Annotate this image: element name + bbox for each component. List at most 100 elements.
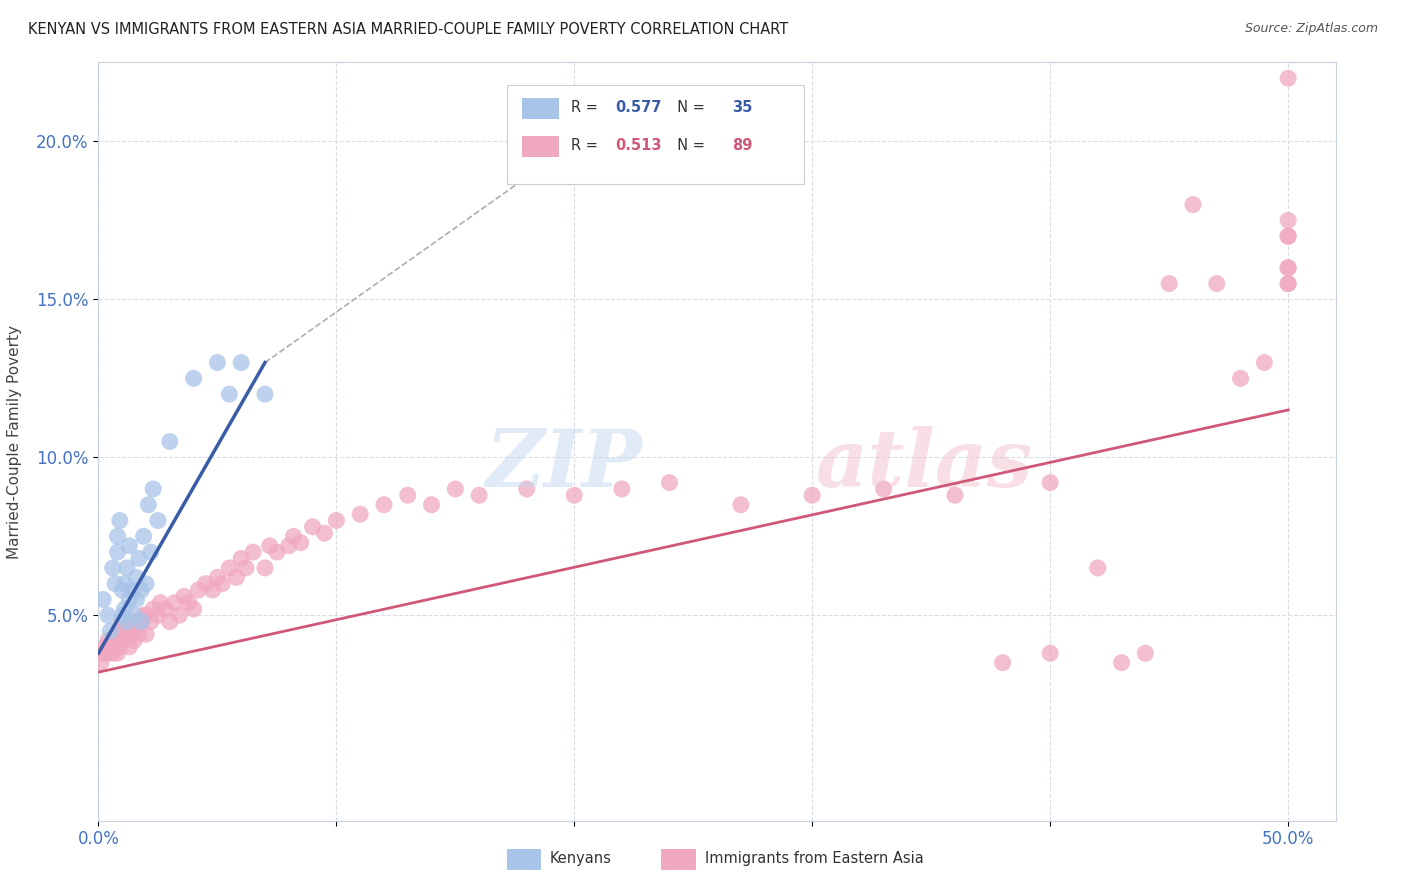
Point	[1111, 656, 1133, 670]
Point	[283, 529, 305, 543]
Text: 0.577: 0.577	[616, 101, 662, 115]
Point	[128, 627, 150, 641]
Point	[135, 627, 157, 641]
Point	[325, 514, 347, 528]
Point	[107, 627, 129, 641]
Point	[169, 608, 191, 623]
Point	[177, 596, 200, 610]
Point	[111, 582, 134, 597]
Point	[225, 570, 247, 584]
Point	[173, 590, 195, 604]
Point	[135, 576, 157, 591]
Point	[943, 488, 966, 502]
Point	[301, 520, 323, 534]
Point	[468, 488, 491, 502]
Point	[114, 627, 136, 641]
Point	[132, 608, 155, 623]
Text: Source: ZipAtlas.com: Source: ZipAtlas.com	[1244, 22, 1378, 36]
Point	[991, 656, 1014, 670]
Point	[314, 526, 336, 541]
Text: N =: N =	[668, 101, 709, 115]
Point	[658, 475, 681, 490]
FancyBboxPatch shape	[506, 848, 541, 870]
Point	[101, 646, 124, 660]
Point	[111, 633, 134, 648]
Point	[125, 621, 148, 635]
Point	[129, 615, 152, 629]
Point	[122, 608, 145, 623]
Point	[187, 582, 209, 597]
Point	[253, 387, 276, 401]
Point	[1253, 355, 1275, 369]
Point	[138, 498, 160, 512]
Point	[107, 646, 129, 660]
Point	[142, 602, 165, 616]
Point	[1277, 260, 1299, 275]
Text: N =: N =	[668, 138, 709, 153]
Point	[242, 545, 264, 559]
Point	[104, 633, 127, 648]
Point	[91, 646, 114, 660]
Point	[122, 633, 145, 648]
Point	[207, 570, 229, 584]
FancyBboxPatch shape	[522, 136, 558, 157]
Point	[231, 551, 253, 566]
Point	[1277, 229, 1299, 244]
Text: 35: 35	[733, 101, 752, 115]
Point	[872, 482, 894, 496]
Point	[194, 576, 217, 591]
Point	[132, 529, 155, 543]
Point	[104, 576, 127, 591]
Point	[253, 561, 276, 575]
Text: Kenyans: Kenyans	[550, 851, 612, 866]
Point	[122, 615, 145, 629]
Point	[277, 539, 299, 553]
Point	[211, 576, 233, 591]
Text: R =: R =	[571, 138, 603, 153]
Point	[1159, 277, 1181, 291]
Point	[114, 576, 136, 591]
Point	[420, 498, 443, 512]
Point	[97, 633, 120, 648]
Point	[107, 545, 129, 559]
Point	[98, 640, 121, 654]
Point	[98, 624, 121, 639]
Point	[231, 355, 253, 369]
Point	[108, 621, 131, 635]
Point	[129, 615, 152, 629]
Point	[1181, 197, 1204, 211]
Point	[1205, 277, 1227, 291]
Point	[1039, 475, 1062, 490]
Point	[146, 608, 169, 623]
Point	[101, 561, 124, 575]
Point	[1277, 260, 1299, 275]
Point	[259, 539, 281, 553]
Point	[125, 592, 148, 607]
Point	[115, 561, 138, 575]
Point	[153, 602, 176, 616]
Point	[128, 551, 150, 566]
Point	[1135, 646, 1157, 660]
FancyBboxPatch shape	[506, 85, 804, 184]
Point	[207, 355, 229, 369]
Text: atlas: atlas	[815, 425, 1033, 503]
Point	[730, 498, 752, 512]
Text: R =: R =	[571, 101, 603, 115]
Point	[444, 482, 467, 496]
Point	[1277, 277, 1299, 291]
Point	[159, 434, 181, 449]
Point	[201, 582, 224, 597]
Point	[107, 529, 129, 543]
Point	[111, 615, 134, 629]
Point	[1277, 277, 1299, 291]
Point	[183, 371, 205, 385]
Point	[801, 488, 824, 502]
Point	[159, 615, 181, 629]
Point	[149, 596, 172, 610]
Point	[118, 640, 141, 654]
Text: 0.513: 0.513	[616, 138, 662, 153]
Point	[349, 507, 371, 521]
Text: KENYAN VS IMMIGRANTS FROM EASTERN ASIA MARRIED-COUPLE FAMILY POVERTY CORRELATION: KENYAN VS IMMIGRANTS FROM EASTERN ASIA M…	[28, 22, 789, 37]
Point	[562, 488, 585, 502]
Point	[118, 539, 141, 553]
